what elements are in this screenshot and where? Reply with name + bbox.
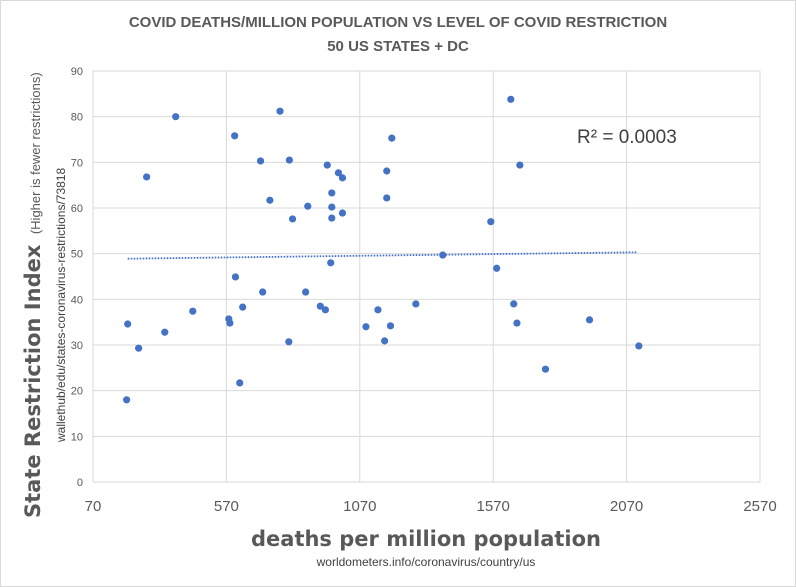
data-point [236, 379, 244, 387]
x-axis-source: worldometers.info/coronavirus/country/us [316, 555, 536, 569]
data-point [439, 251, 447, 259]
data-point [276, 107, 284, 115]
y-tick-label: 60 [71, 203, 83, 215]
y-tick-label: 20 [71, 386, 83, 398]
data-point [266, 196, 274, 204]
data-point [259, 288, 267, 296]
x-tick-label: 1570 [477, 498, 510, 515]
x-tick-label: 570 [214, 498, 239, 515]
data-point [585, 316, 594, 324]
y-tick-label: 80 [71, 112, 83, 124]
data-point [334, 169, 343, 177]
data-point [328, 189, 336, 197]
data-point [231, 273, 240, 281]
y-tick-label: 0 [77, 477, 83, 489]
data-point [135, 344, 143, 352]
data-point [321, 306, 329, 314]
data-point [316, 302, 324, 310]
data-point [338, 174, 347, 182]
chart-subtitle: 50 US STATES + DC [327, 38, 469, 55]
data-point [635, 342, 643, 350]
y-tick-label: 50 [71, 249, 83, 261]
data-point [383, 167, 391, 175]
data-point [383, 194, 391, 202]
data-point [189, 307, 197, 315]
data-point [513, 319, 521, 327]
data-point [288, 215, 297, 223]
y-tick-label: 90 [71, 66, 83, 78]
data-point [338, 209, 347, 217]
y-tick-label: 70 [71, 157, 83, 169]
trendline-line [127, 251, 638, 260]
y-tick-label: 40 [71, 294, 83, 306]
chart-title: COVID DEATHS/MILLION POPULATION VS LEVEL… [129, 14, 667, 31]
x-tick-label: 2070 [610, 498, 643, 515]
data-point [328, 214, 336, 222]
data-point [362, 323, 370, 331]
data-point [172, 113, 180, 121]
y-tick-label: 10 [71, 431, 83, 443]
y-tick-label: 30 [71, 340, 83, 352]
data-point [386, 322, 395, 330]
x-tick-label: 70 [85, 498, 102, 515]
x-tick-label: 1070 [343, 498, 376, 515]
data-point [161, 328, 169, 336]
data-point [507, 95, 515, 103]
y-axis-title-note: (Higher is fewer restrictions) [28, 72, 43, 234]
gridlines [92, 70, 761, 483]
y-axis-title-main: State Restriction Index [21, 244, 45, 518]
data-point [226, 319, 234, 327]
data-point [381, 337, 389, 345]
data-point [285, 156, 293, 164]
data-point [143, 173, 151, 181]
data-point [327, 259, 335, 267]
data-point [302, 288, 310, 296]
x-tick-labels: 70 570 1070 1570 2070 2570 [85, 498, 777, 515]
data-point [328, 203, 336, 211]
data-point [323, 161, 331, 169]
data-points [123, 95, 643, 404]
data-point [124, 320, 132, 328]
data-point [374, 306, 382, 314]
data-point [388, 134, 396, 142]
data-point [412, 300, 420, 308]
data-point [516, 161, 524, 169]
x-tick-label: 2570 [743, 498, 776, 515]
data-point [541, 365, 550, 373]
data-point [304, 202, 312, 210]
data-point [256, 157, 265, 165]
data-point [493, 264, 501, 272]
y-tick-labels: 0 10 20 30 40 50 60 70 80 90 [71, 66, 83, 489]
r-squared-label: R² = 0.0003 [577, 127, 677, 148]
data-point [231, 132, 239, 140]
y-axis-title: State Restriction Index (Higher is fewer… [21, 72, 45, 518]
data-point [285, 338, 293, 346]
data-point [123, 396, 131, 404]
x-axis-title: deaths per million population [251, 527, 601, 551]
data-point [239, 303, 247, 311]
trendline [127, 251, 638, 260]
data-point [510, 300, 518, 308]
data-point [487, 218, 495, 226]
y-axis-source: wallethub/edu/states-coronavirus-restric… [54, 168, 68, 443]
